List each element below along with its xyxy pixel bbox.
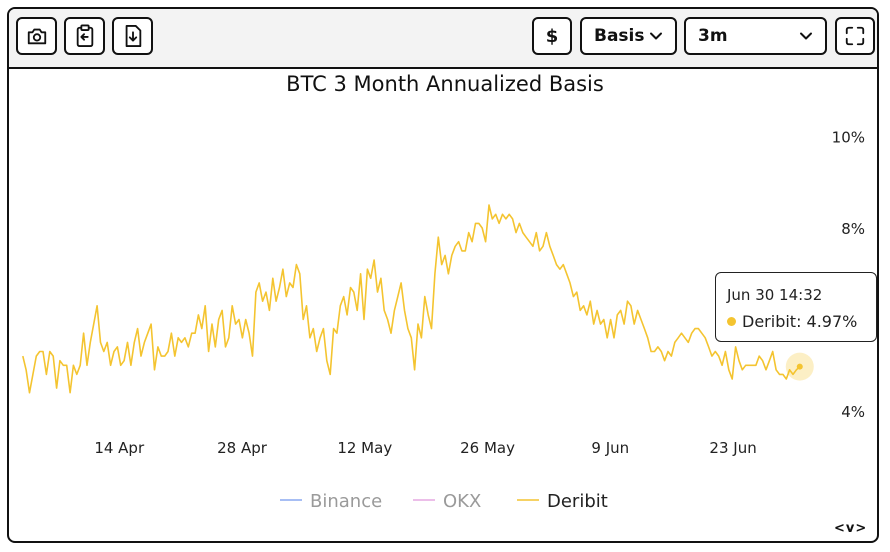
fullscreen-button[interactable] [835, 17, 875, 55]
deribit-series-line [22, 204, 801, 394]
currency-button[interactable]: $ [532, 17, 572, 55]
clipboard-icon [76, 24, 93, 47]
chevron-down-icon [800, 32, 812, 40]
x-tick-label: 14 Apr [94, 439, 145, 457]
tenor-select[interactable]: 3m [684, 17, 827, 55]
copy-button[interactable] [64, 17, 105, 55]
legend-entry-deribit[interactable]: Deribit [547, 491, 608, 512]
y-tick-label: 4% [841, 403, 865, 421]
hover-point [796, 363, 803, 370]
tooltip-series-dot [727, 317, 736, 326]
tenor-select-value: 3m [698, 26, 728, 46]
x-tick-label: 28 Apr [217, 439, 268, 457]
tooltip-timestamp: Jun 30 14:32 [727, 286, 823, 304]
metric-select[interactable]: Basis [580, 17, 677, 55]
x-tick-label: 26 May [460, 439, 515, 457]
fullscreen-icon [845, 26, 865, 46]
currency-label: $ [545, 25, 559, 47]
chart-title: BTC 3 Month Annualized Basis [286, 72, 604, 96]
download-button[interactable] [112, 17, 153, 55]
chart-toolbar: $ Basis 3m [9, 9, 877, 69]
metric-select-value: Basis [594, 26, 645, 46]
x-tick-label: 9 Jun [591, 439, 629, 457]
y-tick-label: 10% [832, 129, 865, 147]
chevron-down-icon [650, 32, 662, 40]
camera-icon [27, 28, 46, 45]
chart-tooltip: Jun 30 14:32 Deribit: 4.97% [715, 272, 877, 342]
legend-entry-okx[interactable]: OKX [443, 491, 481, 512]
file-download-icon [125, 25, 141, 47]
x-tick-label: 23 Jun [709, 439, 756, 457]
x-tick-label: 12 May [337, 439, 392, 457]
legend-entry-binance[interactable]: Binance [310, 491, 382, 512]
screenshot-button[interactable] [16, 17, 57, 55]
nav-hint[interactable]: <v> [834, 521, 868, 536]
y-tick-label: 8% [841, 220, 865, 238]
tooltip-value: Deribit: 4.97% [742, 312, 858, 331]
